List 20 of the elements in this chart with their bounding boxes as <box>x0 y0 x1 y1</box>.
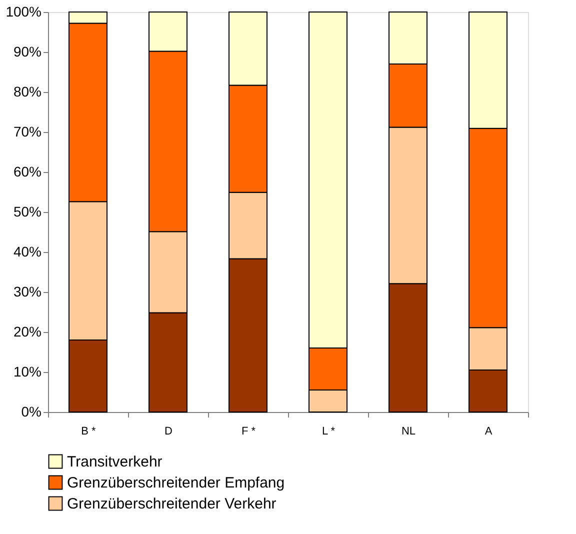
x-tick-label: A <box>484 426 493 438</box>
y-tick-label: 10% <box>13 364 42 380</box>
legend-label: Grenzüberschreitender Verkehr <box>67 496 276 512</box>
y-tick-label: 50% <box>13 204 42 220</box>
y-tick-label: 70% <box>13 124 42 140</box>
x-tick-label: L * <box>322 426 336 438</box>
y-tick-label: 60% <box>13 164 42 180</box>
x-tick-label: NL <box>401 426 416 438</box>
x-tick-label: F * <box>241 426 256 438</box>
legend-label: Grenzüberschreitender Empfang <box>67 474 285 492</box>
y-tick-label: 0% <box>21 404 42 420</box>
y-tick-label: 80% <box>13 84 42 100</box>
x-tick-label: B * <box>81 426 97 438</box>
y-tick-label: 30% <box>13 284 42 300</box>
y-tick-label: 90% <box>13 44 42 60</box>
y-tick-label: 100% <box>6 4 42 20</box>
y-tick-label: 40% <box>13 244 42 260</box>
legend-label: Transitverkehr <box>67 454 162 470</box>
x-tick-label: D <box>164 426 173 438</box>
y-tick-label: 20% <box>13 324 42 340</box>
